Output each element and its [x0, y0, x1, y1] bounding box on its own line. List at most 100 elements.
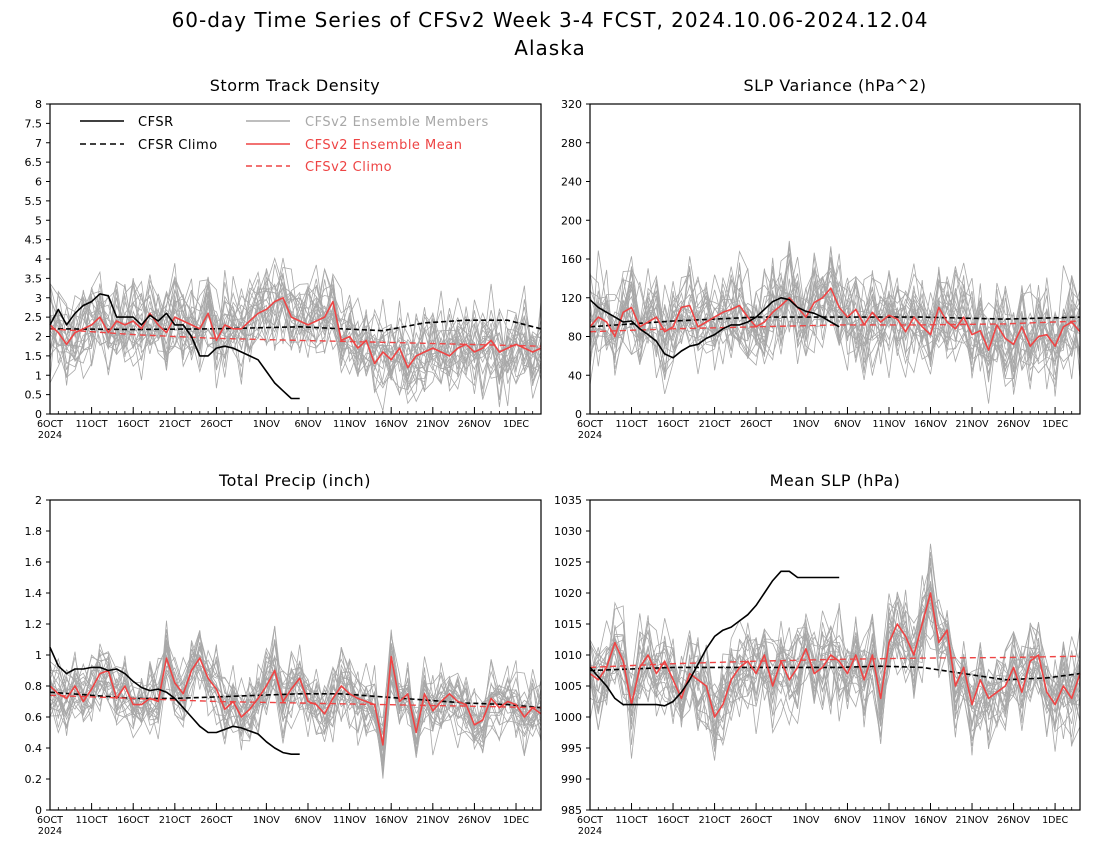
x-tick-label: 6OCT	[577, 815, 603, 826]
x-tick-label: 21OCT	[699, 419, 731, 430]
y-tick-label: 0	[35, 408, 42, 421]
x-tick-label: 26OCT	[740, 815, 772, 826]
ensemble-member-line	[589, 276, 1081, 374]
x-tick-label: 1NOV	[253, 815, 280, 826]
panel-title: SLP Variance (hPa^2)	[744, 76, 927, 95]
y-tick-label: 40	[568, 369, 582, 382]
x-tick-label: 26OCT	[200, 419, 232, 430]
y-tick-label: 1.5	[25, 350, 43, 363]
plot-frame	[49, 499, 542, 811]
ensemble-member-line	[589, 260, 1081, 383]
series-ens-mean	[49, 296, 542, 369]
y-tick-label: 1.4	[25, 587, 43, 600]
ensemble-member-line	[589, 583, 1081, 740]
x-tick-label: 6NOV	[834, 419, 861, 430]
y-tick-label: 1020	[554, 587, 582, 600]
ensemble-member-line	[589, 581, 1081, 759]
plot-4: 985 990 995 1000 1005 1010 1015 1020 1025 1030 103…	[554, 494, 1081, 837]
panel-mean-slp: Mean SLP (hPa)	[770, 471, 901, 490]
x-tick-label: 11NOV	[333, 815, 367, 826]
y-tick-label: 6.5	[25, 156, 43, 169]
x-tick-label: 11OCT	[76, 815, 108, 826]
y-tick-label: 1.2	[25, 618, 43, 631]
y-tick-label: 240	[561, 176, 582, 189]
ensemble-member-line	[49, 276, 542, 400]
x-tick-label: 1DEC	[1042, 815, 1068, 826]
x-tick-label: 26OCT	[200, 815, 232, 826]
ensemble-member-line	[49, 267, 542, 386]
legend-label-members: CFSv2 Ensemble Members	[305, 115, 489, 130]
x-tick-label: 21NOV	[416, 815, 450, 826]
x-tick-label: 1NOV	[792, 815, 819, 826]
x-tick-label: 6OCT	[577, 419, 603, 430]
y-tick-label: 0.4	[25, 742, 43, 755]
ensemble-member-line	[49, 630, 542, 772]
y-tick-label: 1	[35, 649, 42, 662]
ensemble-member-line	[589, 601, 1081, 747]
x-tick-label: 21NOV	[956, 815, 990, 826]
y-tick-label: 320	[561, 98, 582, 111]
x-tick-label: 11NOV	[333, 419, 367, 430]
x-tick-label: 26OCT	[740, 419, 772, 430]
x-tick-label: 16NOV	[375, 419, 409, 430]
ensemble-member-line	[589, 562, 1081, 734]
y-tick-label: 7	[35, 137, 42, 150]
panel-slp-variance: SLP Variance (hPa^2)	[744, 76, 927, 95]
x-tick-label: 21NOV	[956, 419, 990, 430]
y-tick-label: 0.6	[25, 711, 43, 724]
y-tick-label: 985	[561, 804, 582, 817]
y-tick-label: 1.8	[25, 525, 43, 538]
plot-1: 0 0.5 1 1.5 2 2.5 3 3.5 4 4.5 5 5.5 6 6.5 7 7.5 8 6OCT 11O…	[25, 98, 542, 441]
x-tick-label: 21OCT	[159, 815, 191, 826]
x-tick-label: 1DEC	[503, 419, 529, 430]
ensemble-member-line	[49, 283, 542, 390]
x-tick-label: 21OCT	[159, 419, 191, 430]
series-ens-mean	[49, 655, 542, 746]
x-year-label: 2024	[578, 430, 602, 441]
panel-storm-track-density: Storm Track Density	[210, 76, 380, 95]
x-tick-label: 6OCT	[37, 419, 63, 430]
figure-subtitle: Alaska	[514, 36, 585, 60]
y-tick-label: 995	[561, 742, 582, 755]
legend-label-cfsr: CFSR	[138, 115, 174, 130]
x-tick-label: 1NOV	[253, 419, 280, 430]
series-ens-mean	[589, 592, 1081, 718]
x-tick-label: 26NOV	[997, 815, 1031, 826]
y-tick-label: 0.2	[25, 773, 43, 786]
legend-label-ens-mean: CFSv2 Ensemble Mean	[305, 138, 462, 153]
x-tick-label: 26NOV	[997, 419, 1031, 430]
ensemble-member-line	[49, 270, 542, 385]
legend: CFSR CFSR Climo CFSv2 Ensemble Members C…	[80, 115, 489, 175]
series-cfsr	[49, 646, 300, 756]
y-tick-label: 1005	[554, 680, 582, 693]
figure-title: 60-day Time Series of CFSv2 Week 3-4 FCS…	[172, 8, 929, 32]
y-tick-label: 280	[561, 137, 582, 150]
ensemble-member-line	[49, 270, 542, 385]
x-tick-label: 16OCT	[657, 815, 689, 826]
series-cfsr	[589, 296, 840, 359]
ensemble-member-line	[589, 257, 1081, 397]
series-cfsv2-climo	[49, 328, 542, 347]
series-cfsv2-climo	[589, 655, 1081, 669]
panel-title: Mean SLP (hPa)	[770, 471, 901, 490]
ensemble-member-line	[49, 279, 542, 407]
ensemble-member-line	[49, 634, 542, 779]
y-tick-label: 6	[35, 176, 42, 189]
x-year-label: 2024	[38, 826, 62, 837]
y-tick-label: 1000	[554, 711, 582, 724]
y-tick-label: 2	[35, 494, 42, 507]
y-tick-label: 0.8	[25, 680, 43, 693]
y-tick-label: 7.5	[25, 117, 43, 130]
panel-title: Storm Track Density	[210, 76, 380, 95]
x-tick-label: 16NOV	[375, 815, 409, 826]
x-tick-label: 6NOV	[294, 419, 321, 430]
x-tick-label: 1NOV	[792, 419, 819, 430]
y-tick-label: 200	[561, 214, 582, 227]
x-tick-label: 16NOV	[914, 815, 948, 826]
x-tick-label: 1DEC	[1042, 419, 1068, 430]
ensemble-member-line	[49, 276, 542, 396]
x-tick-label: 26NOV	[458, 419, 492, 430]
series-cfsr	[589, 570, 840, 707]
y-tick-label: 120	[561, 292, 582, 305]
